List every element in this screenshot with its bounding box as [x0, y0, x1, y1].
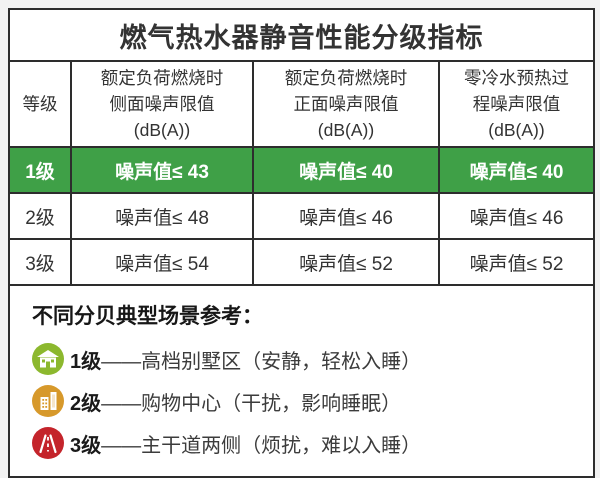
noise-grade-table: 燃气热水器静音性能分级指标 等级 额定负荷燃烧时 侧面噪声限值 (dB(A)) … [8, 8, 595, 478]
noise-value-cell: 噪声值≤ 43 [70, 146, 254, 194]
title-row: 燃气热水器静音性能分级指标 [8, 8, 595, 62]
noise-value-cell: 噪声值≤ 46 [438, 192, 595, 240]
legend-row: 不同分贝典型场景参考： 1级 ——高档别墅区（安静，轻松入睡） [8, 284, 595, 478]
legend-item-grade2: 2级 ——购物中心（干扰，影响睡眠） [32, 384, 583, 418]
legend-item-grade1: 1级 ——高档别墅区（安静，轻松入睡） [32, 342, 583, 376]
road-icon [32, 427, 64, 459]
noise-value-cell: 噪声值≤ 40 [252, 146, 440, 194]
grade-cell: 1级 [8, 146, 72, 194]
legend-heading: 不同分贝典型场景参考： [32, 305, 263, 328]
legend-text: ——主干道两侧（烦扰，难以入睡） [101, 434, 422, 457]
buildings-icon [32, 385, 64, 417]
noise-value-cell: 噪声值≤ 54 [70, 238, 254, 286]
header-front-noise: 额定负荷燃烧时 正面噪声限值 (dB(A)) [252, 60, 440, 148]
table-row-grade3: 3级 噪声值≤ 54 噪声值≤ 52 噪声值≤ 52 [8, 238, 595, 286]
header-side-noise: 额定负荷燃烧时 侧面噪声限值 (dB(A)) [70, 60, 254, 148]
legend-text: ——购物中心（干扰，影响睡眠） [101, 392, 402, 415]
legend-text: ——高档别墅区（安静，轻松入睡） [101, 350, 422, 373]
grade-cell: 2级 [8, 192, 72, 240]
table-header-row: 等级 额定负荷燃烧时 侧面噪声限值 (dB(A)) 额定负荷燃烧时 正面噪声限值… [8, 60, 595, 148]
legend-section: 不同分贝典型场景参考： 1级 ——高档别墅区（安静，轻松入睡） [8, 284, 595, 478]
villa-icon [32, 343, 64, 375]
table-row-grade2: 2级 噪声值≤ 48 噪声值≤ 46 噪声值≤ 46 [8, 192, 595, 240]
legend-label: 2级 [70, 392, 102, 415]
page-title: 燃气热水器静音性能分级指标 [8, 8, 595, 62]
spec-table-frame: 燃气热水器静音性能分级指标 等级 额定负荷燃烧时 侧面噪声限值 (dB(A)) … [8, 8, 595, 478]
noise-value-cell: 噪声值≤ 40 [438, 146, 595, 194]
legend-label: 3级 [70, 434, 102, 457]
noise-value-cell: 噪声值≤ 52 [252, 238, 440, 286]
table-row-grade1: 1级 噪声值≤ 43 噪声值≤ 40 噪声值≤ 40 [8, 146, 595, 194]
legend-label: 1级 [70, 350, 102, 373]
noise-value-cell: 噪声值≤ 52 [438, 238, 595, 286]
grade-cell: 3级 [8, 238, 72, 286]
legend-item-grade3: 3级 ——主干道两侧（烦扰，难以入睡） [32, 426, 583, 460]
noise-value-cell: 噪声值≤ 48 [70, 192, 254, 240]
noise-value-cell: 噪声值≤ 46 [252, 192, 440, 240]
header-grade: 等级 [8, 60, 72, 148]
header-preheat-noise: 零冷水预热过 程噪声限值 (dB(A)) [438, 60, 595, 148]
